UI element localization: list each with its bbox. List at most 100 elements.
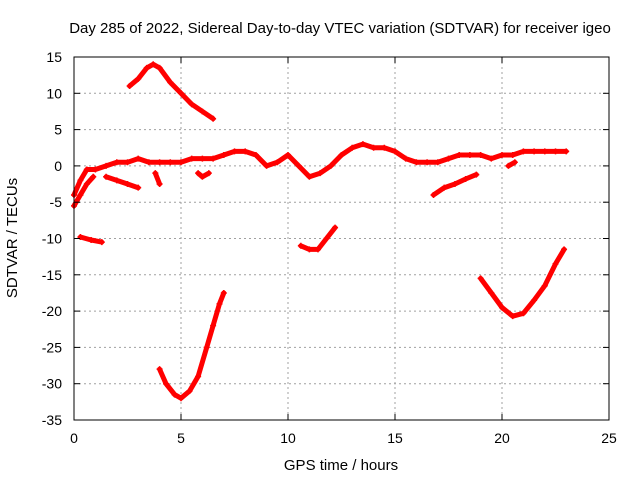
data-point — [113, 177, 120, 184]
series-deep-trough — [156, 289, 227, 402]
y-tick-label: -30 — [42, 376, 62, 392]
data-point — [242, 148, 249, 155]
data-point — [505, 162, 512, 169]
data-point — [370, 144, 377, 151]
data-point — [295, 162, 302, 169]
data-point — [150, 61, 157, 68]
data-point — [297, 242, 304, 249]
data-point — [195, 373, 202, 380]
series-low-segment-1 — [77, 234, 105, 246]
x-axis-label: GPS time / hours — [284, 457, 398, 474]
data-point — [126, 83, 133, 90]
data-point — [349, 144, 356, 151]
data-point — [441, 184, 448, 191]
series-main-band — [71, 141, 570, 198]
series-late-small — [505, 159, 518, 169]
y-tick-label: 5 — [54, 122, 62, 138]
series-noon-dip — [297, 224, 339, 253]
data-point — [359, 141, 366, 148]
data-point — [456, 152, 463, 159]
data-point — [90, 173, 97, 180]
data-point — [178, 90, 184, 97]
data-point — [466, 152, 473, 159]
data-point — [317, 170, 324, 177]
data-point — [451, 181, 458, 188]
data-point — [143, 64, 150, 71]
data-point — [477, 152, 484, 159]
data-point — [103, 162, 110, 169]
data-point — [220, 152, 227, 159]
data-point — [509, 313, 516, 320]
data-point — [188, 155, 195, 162]
series-morning-arc — [103, 173, 142, 191]
data-point — [563, 148, 570, 155]
data-point — [156, 181, 163, 188]
data-point — [541, 282, 548, 289]
x-tick-label: 15 — [387, 430, 403, 446]
data-point — [124, 159, 131, 166]
data-point — [413, 159, 420, 166]
series-mid-day-drop — [195, 170, 212, 180]
data-point — [103, 173, 110, 180]
data-point — [210, 155, 217, 162]
x-tick-label: 25 — [601, 430, 617, 446]
chart-title: Day 285 of 2022, Sidereal Day-to-day VTE… — [69, 20, 611, 37]
data-point — [216, 300, 223, 307]
data-point — [381, 144, 388, 151]
data-point — [178, 395, 184, 402]
series-layer — [71, 61, 570, 402]
data-point — [252, 152, 259, 159]
data-point — [98, 239, 105, 246]
y-tick-label: -10 — [42, 231, 62, 247]
series-line-deep-trough — [157, 290, 227, 401]
series-dawn-spike — [126, 61, 217, 122]
data-point — [113, 159, 120, 166]
data-point — [77, 234, 84, 241]
series-late-trough — [477, 246, 568, 320]
data-point — [306, 246, 313, 253]
data-point — [332, 224, 339, 231]
data-point — [552, 148, 559, 155]
tick-layer: 0 5 10 15 20 25 -35 -30 -25 -20 -15 -10 -5 0 5 10 15 — [42, 49, 617, 446]
data-point — [561, 246, 568, 253]
data-point — [167, 159, 174, 166]
data-point — [274, 159, 281, 166]
data-point — [167, 79, 174, 86]
data-point — [520, 310, 527, 317]
data-point — [552, 260, 559, 267]
data-point — [135, 184, 142, 191]
data-point — [156, 159, 163, 166]
data-point — [509, 152, 516, 159]
series-line-morning-arc — [103, 174, 141, 191]
data-point — [499, 304, 505, 311]
data-point — [306, 173, 313, 180]
y-tick-label: -5 — [50, 194, 63, 210]
series-short-hook — [152, 170, 163, 188]
data-point — [135, 75, 142, 82]
x-tick-label: 10 — [280, 430, 296, 446]
x-tick-label: 0 — [70, 430, 78, 446]
y-tick-label: -15 — [42, 267, 62, 283]
data-point — [156, 366, 163, 373]
data-point — [499, 152, 505, 159]
data-point — [402, 155, 409, 162]
data-point — [520, 148, 527, 155]
data-point — [392, 148, 398, 155]
data-point — [145, 159, 152, 166]
data-point — [531, 148, 538, 155]
y-tick-label: 10 — [46, 85, 62, 101]
data-point — [195, 170, 202, 177]
data-point — [210, 322, 217, 329]
data-point — [77, 177, 84, 184]
data-point — [171, 391, 178, 398]
data-point — [156, 64, 163, 71]
y-tick-label: -35 — [42, 412, 62, 428]
data-point — [488, 155, 495, 162]
grid-layer — [74, 57, 609, 420]
data-point — [178, 159, 184, 166]
data-point — [434, 159, 441, 166]
data-point — [314, 246, 321, 253]
data-point — [323, 235, 330, 242]
data-point — [541, 148, 548, 155]
data-point — [263, 162, 270, 169]
